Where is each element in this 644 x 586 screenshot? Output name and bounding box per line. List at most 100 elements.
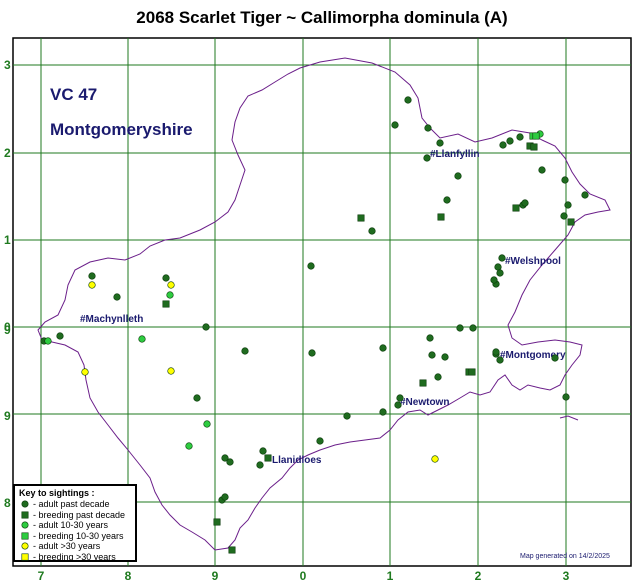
y-axis-label: 3 [4, 58, 11, 72]
sighting-adult [441, 353, 449, 361]
legend: Key to sightings : - adult past decade - … [13, 484, 137, 562]
x-axis-label: 2 [475, 569, 482, 583]
sighting-adult [202, 323, 210, 331]
vc-code: VC 47 [50, 85, 97, 104]
sighting-adult [490, 276, 498, 284]
sighting-adult [221, 454, 229, 462]
sighting-adult [538, 166, 546, 174]
sighting-adult [221, 493, 229, 501]
sighting-adult [185, 442, 193, 450]
footnote: Map generated on 14/2/2025 [520, 553, 610, 560]
sighting-adult [469, 324, 477, 332]
sighting-adult [226, 458, 234, 466]
sighting-adult [113, 293, 121, 301]
sighting-adult [256, 461, 264, 469]
sighting-adult [379, 408, 387, 416]
sighting-adult [368, 227, 376, 235]
legend-item: - breeding past decade [19, 510, 131, 521]
sighting-adult [424, 124, 432, 132]
legend-item-label: - breeding past decade [33, 509, 126, 520]
x-axis-label: 0 [300, 569, 307, 583]
legend-title: Key to sightings : [19, 488, 95, 498]
legend-item-label: - adult 10-30 years [33, 520, 109, 531]
sighting-adult [506, 137, 514, 145]
sighting-adult [496, 356, 504, 364]
sighting-adult [494, 263, 502, 271]
sighting-adult [391, 121, 399, 129]
y-axis-label: 2 [4, 146, 11, 160]
sighting-adult [379, 344, 387, 352]
sighting-breeding [567, 218, 575, 226]
sighting-adult [203, 420, 211, 428]
sighting-adult [343, 412, 351, 420]
vc-name: Montgomeryshire [50, 120, 193, 139]
sighting-markers [40, 96, 589, 554]
sighting-breeding [512, 204, 520, 212]
sighting-adult [521, 199, 529, 207]
sighting-breeding [162, 300, 170, 308]
sighting-adult [81, 368, 89, 376]
sighting-breeding [419, 379, 427, 387]
sighting-adult [496, 269, 504, 277]
sighting-adult [426, 334, 434, 342]
legend-item-label: - adult >30 years [33, 541, 101, 552]
sighting-adult [56, 332, 64, 340]
grid-lines [13, 38, 631, 566]
sighting-adult [259, 447, 267, 455]
sighting-adult [562, 393, 570, 401]
square-marker-icon [19, 552, 31, 562]
square-marker-icon [19, 510, 31, 520]
sighting-adult [492, 348, 500, 356]
sighting-breeding [530, 143, 538, 151]
town-label: #Welshpool [505, 256, 561, 267]
sighting-adult [308, 349, 316, 357]
x-axis-label: 8 [125, 569, 132, 583]
sighting-adult [166, 291, 174, 299]
town-label: #Llanfyllin [430, 149, 479, 160]
town-labels: #Llanfyllin #Welshpool #Machynlleth #Montgo… [80, 149, 566, 466]
legend-item-label: - adult past decade [33, 499, 110, 510]
sighting-adult [193, 394, 201, 402]
sighting-adult [498, 254, 506, 262]
town-label: #Montgomery [500, 350, 566, 361]
legend-item: - adult >30 years [19, 541, 131, 552]
sighting-adult [241, 347, 249, 355]
sighting-adult [581, 191, 589, 199]
sighting-adult [138, 335, 146, 343]
sighting-adult [561, 176, 569, 184]
sighting-adult [443, 196, 451, 204]
legend-item-label: - breeding 10-30 years [33, 530, 124, 541]
sighting-adult [316, 437, 324, 445]
sighting-adult [560, 212, 568, 220]
sighting-adult [551, 354, 559, 362]
sighting-breeding [437, 213, 445, 221]
sighting-breeding [264, 454, 272, 462]
circle-marker-icon [19, 520, 31, 530]
y-axis-label: 9 [4, 409, 11, 423]
town-label: #Newtown [400, 397, 449, 408]
sighting-adult [436, 139, 444, 147]
sighting-breeding [228, 546, 236, 554]
y-axis-label: 0 [4, 320, 11, 334]
sighting-adult [88, 281, 96, 289]
square-marker-icon [19, 531, 31, 541]
sighting-breeding [357, 214, 365, 222]
sighting-adult [162, 274, 170, 282]
sighting-adult [516, 133, 524, 141]
sighting-adult [404, 96, 412, 104]
legend-item: - breeding >30 years [19, 552, 131, 563]
sighting-adult [434, 373, 442, 381]
sighting-adult [167, 367, 175, 375]
sighting-adult [423, 154, 431, 162]
sighting-adult [167, 281, 175, 289]
legend-item-label: - breeding >30 years [33, 551, 116, 562]
sighting-adult [431, 455, 439, 463]
sighting-adult [44, 337, 52, 345]
sighting-adult [88, 272, 96, 280]
sighting-breeding [468, 368, 476, 376]
sighting-adult [456, 324, 464, 332]
legend-item: - adult 10-30 years [19, 520, 131, 531]
map-title: 2068 Scarlet Tiger ~ Callimorpha dominul… [136, 8, 508, 27]
y-axis-label: 9 [4, 323, 11, 337]
